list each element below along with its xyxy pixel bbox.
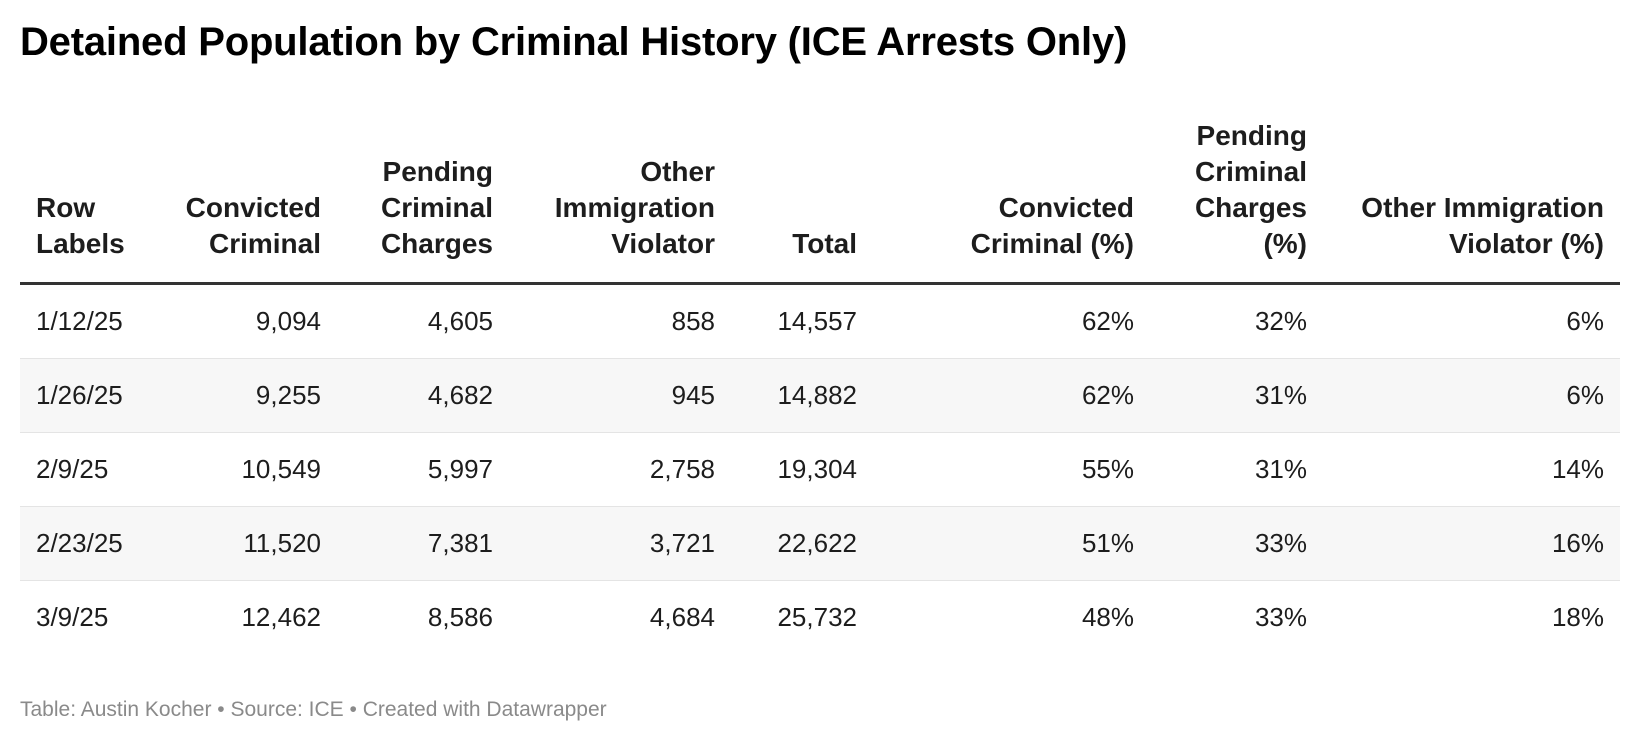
table-cell: 9,255 <box>160 358 337 433</box>
table-cell: 31% <box>1150 358 1323 433</box>
table-cell: 4,605 <box>337 283 509 359</box>
table-row: 2/23/25 11,520 7,381 3,721 22,622 51% 33% 16% <box>20 506 1620 581</box>
chart-footer: Table: Austin Kocher • Source: ICE • Cre… <box>20 698 607 721</box>
table-cell: 11,520 <box>160 506 337 581</box>
table-cell: 51% <box>873 506 1150 581</box>
table-cell: 5,997 <box>337 432 509 507</box>
table-cell: 16% <box>1323 506 1620 581</box>
table-cell: 25,732 <box>777 602 857 632</box>
table-cell: 6% <box>1323 358 1620 433</box>
column-header: Other Immigration Violator <box>509 118 731 285</box>
table-cell: 22,622 <box>731 506 873 581</box>
row-label-cell: 2/9/25 <box>20 432 160 507</box>
table-row: 2/9/25 10,549 5,997 2,758 19,304 55% 31% 14% <box>20 432 1620 507</box>
table-cell: 55% <box>873 432 1150 507</box>
column-header: Other Immigration Violator (%) <box>1323 118 1620 285</box>
row-label-cell: 2/23/25 <box>20 506 160 581</box>
table-row: 1/12/25 9,094 4,605 858 14,557 62% 32% 6% <box>20 283 1620 359</box>
table-cell: 14,882 <box>731 358 873 433</box>
table-cell: 62% <box>873 283 1150 359</box>
column-header: Convicted Criminal <box>160 118 337 285</box>
table-cell: 2,758 <box>509 432 731 507</box>
table-cell: 8,586 <box>427 602 493 632</box>
column-header: Row Labels <box>20 118 160 285</box>
table-cell: 14,557 <box>731 283 873 359</box>
table-cell: 9,094 <box>160 283 337 359</box>
chart-title: Detained Population by Criminal History … <box>20 20 1128 64</box>
table-row: 3/9/25 12,462 8,586 4,684 25,732 48% 33% 18% <box>20 581 1620 655</box>
table-cell: 32% <box>1150 283 1323 359</box>
table-cell: 10,549 <box>160 432 337 507</box>
table-cell: 945 <box>509 358 731 433</box>
table-cell: 48% <box>1081 602 1134 632</box>
column-header: Convicted Criminal (%) <box>873 118 1150 285</box>
data-table: Row Labels Convicted Criminal Pending Crim… <box>20 118 1620 654</box>
row-label-cell: 1/26/25 <box>20 358 160 433</box>
table-cell: 858 <box>509 283 731 359</box>
table-cell: 14% <box>1323 432 1620 507</box>
table-row: 1/26/25 9,255 4,682 945 14,882 62% 31% 6% <box>20 358 1620 433</box>
table-cell: 7,381 <box>337 506 509 581</box>
row-label-cell: 3/9/25 <box>36 602 109 632</box>
column-header: Pending Criminal Charges (%) <box>1150 118 1323 285</box>
table-cell: 12,462 <box>241 602 321 632</box>
table-body: 1/12/25 9,094 4,605 858 14,557 62% 32% 6% 1/26/2… <box>20 283 1620 655</box>
table-cell: 4,682 <box>337 358 509 433</box>
table-cell: 33% <box>1254 602 1307 632</box>
table-cell: 6% <box>1323 283 1620 359</box>
table-cell: 33% <box>1150 506 1323 581</box>
table-header: Row Labels Convicted Criminal Pending Crim… <box>20 118 1620 285</box>
column-header: Pending Criminal Charges <box>337 118 509 285</box>
column-header: Total <box>731 118 873 285</box>
table-cell: 19,304 <box>731 432 873 507</box>
table-cell: 18% <box>1551 602 1604 632</box>
table-cell: 4,684 <box>649 602 715 632</box>
header-row: Row Labels Convicted Criminal Pending Crim… <box>20 118 1620 285</box>
table-cell: 31% <box>1150 432 1323 507</box>
table-cell: 3,721 <box>509 506 731 581</box>
table-cell: 62% <box>873 358 1150 433</box>
row-label-cell: 1/12/25 <box>20 283 160 359</box>
